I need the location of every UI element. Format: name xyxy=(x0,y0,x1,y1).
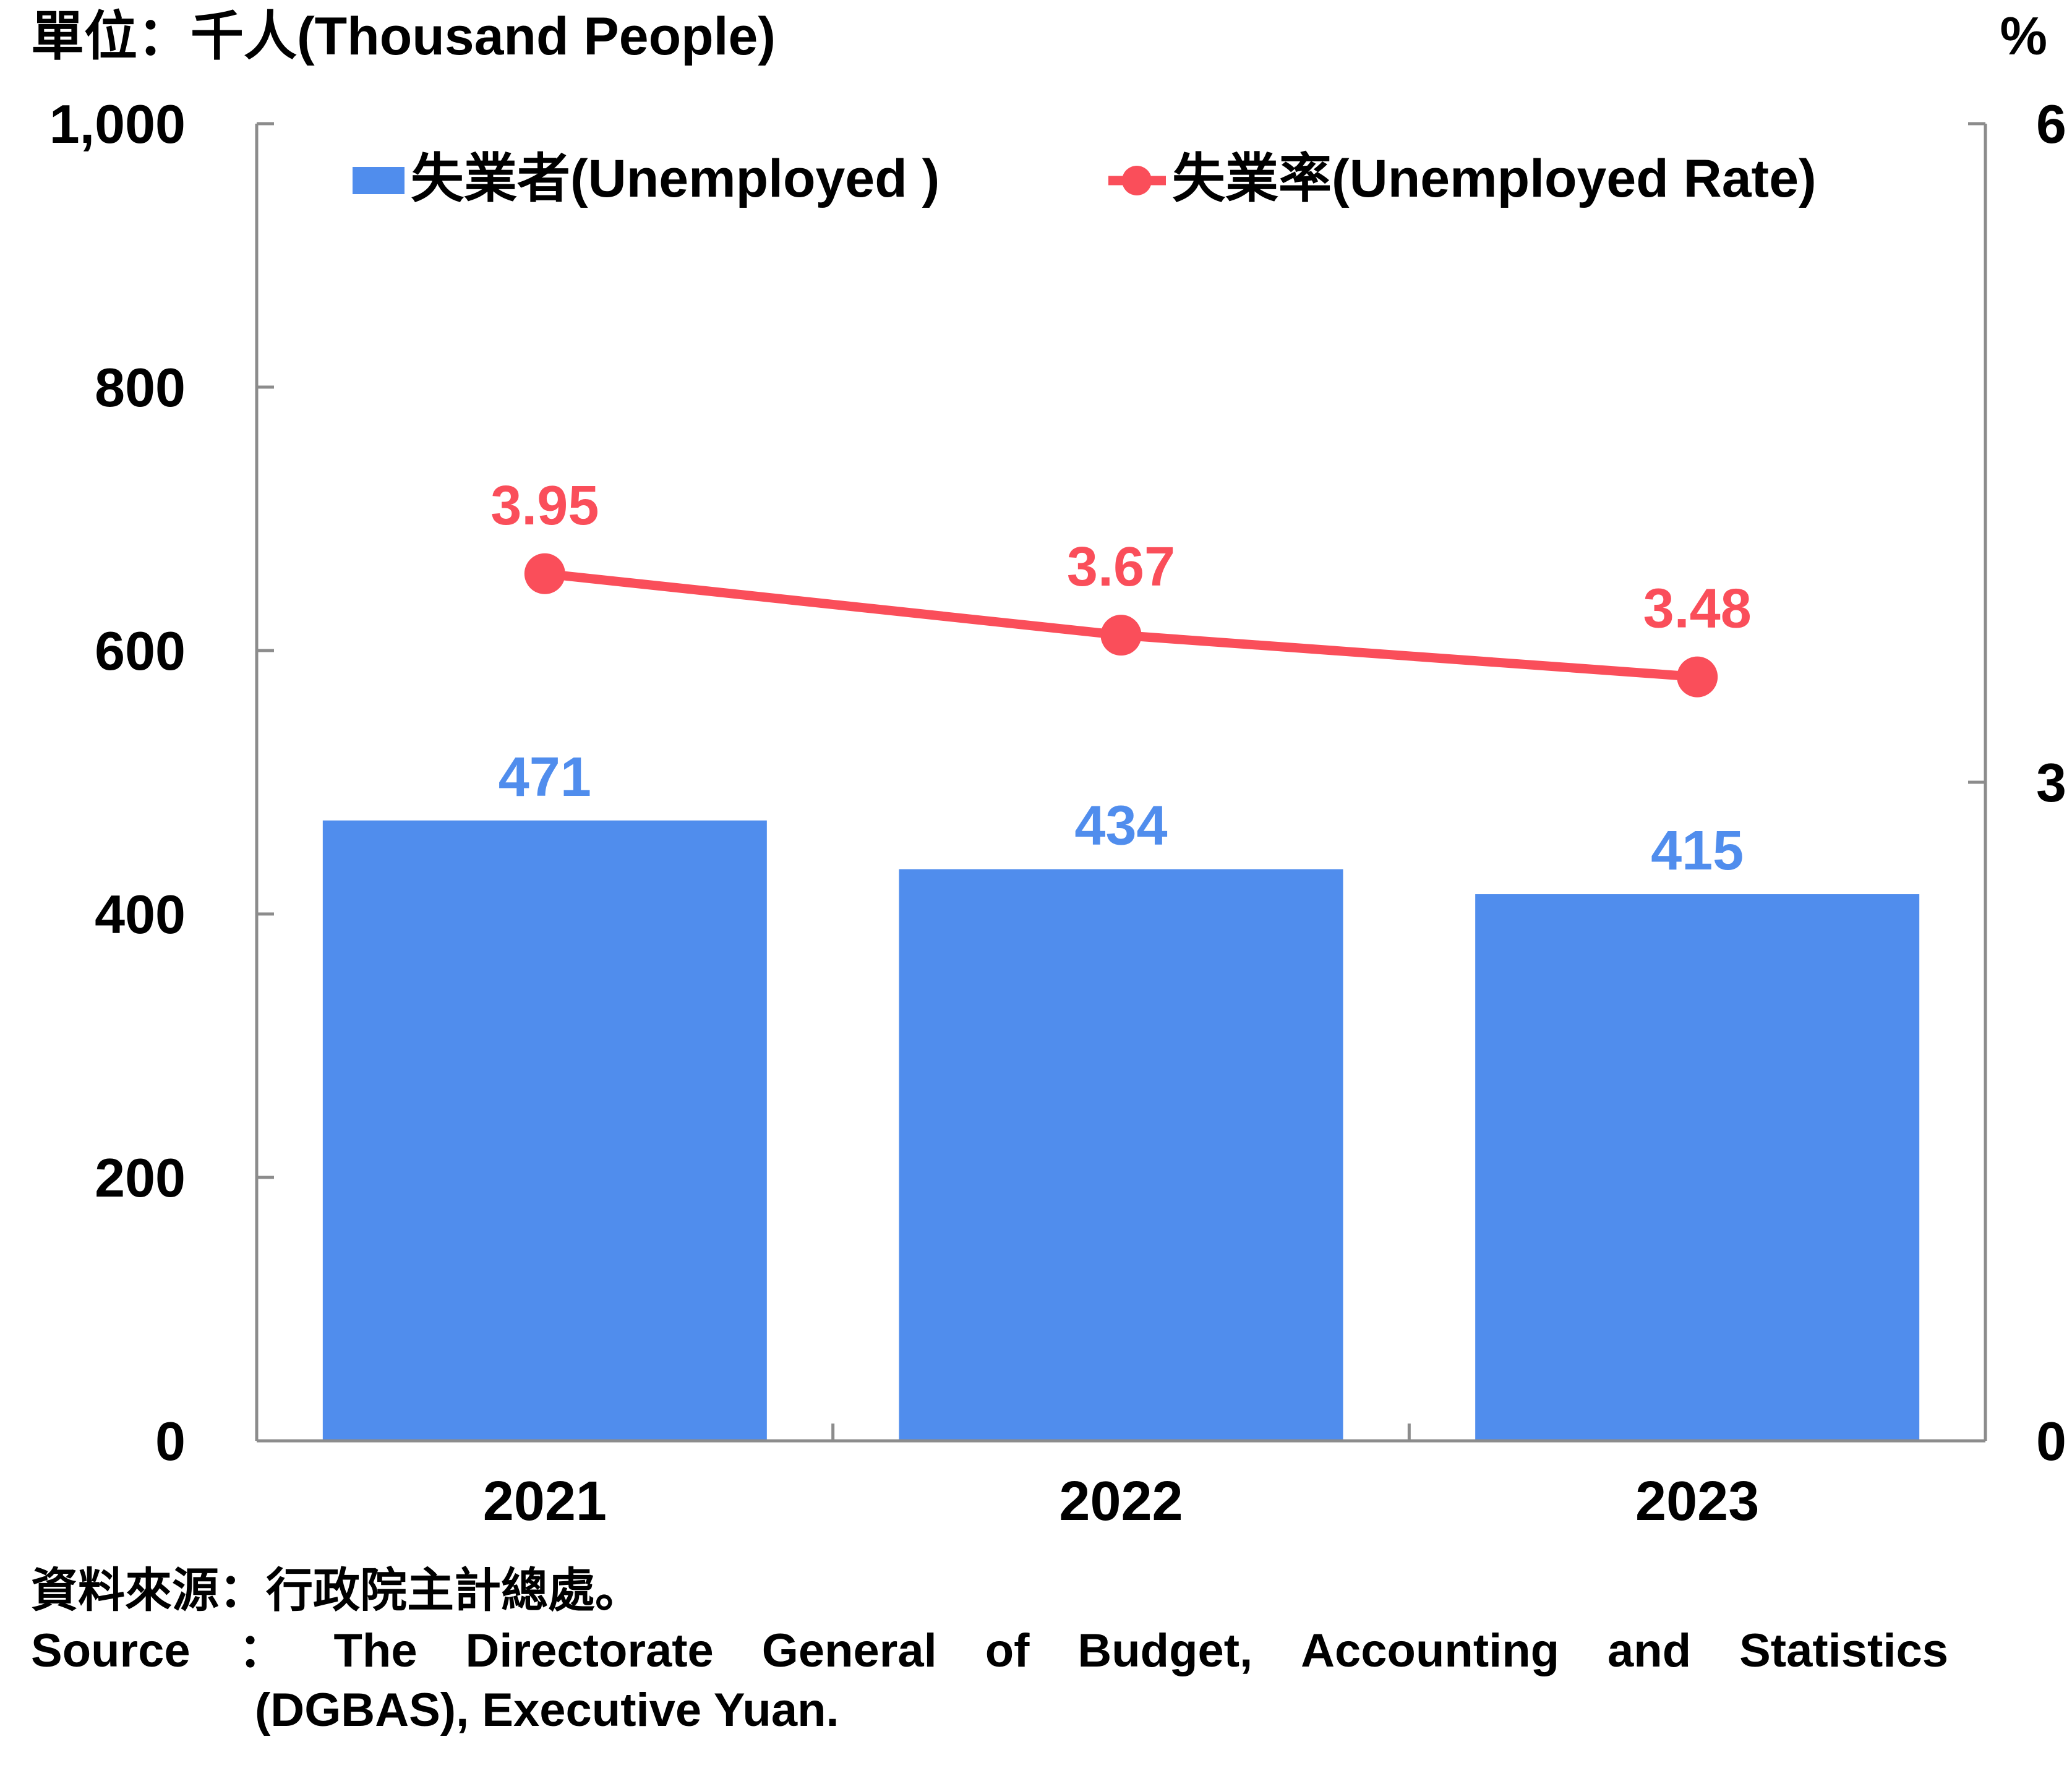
legend: 失業者(Unemployed ) 失業率(Unemployed Rate) xyxy=(353,149,1817,208)
axes xyxy=(255,122,1987,1443)
source-word: and xyxy=(1608,1624,1692,1677)
x-axis-tick-label: 2021 xyxy=(483,1471,607,1532)
right-axis-unit-label: % xyxy=(2000,7,2047,66)
source-en-line2: (DGBAS), Executive Yuan. xyxy=(255,1684,839,1737)
legend-bar-swatch xyxy=(353,167,405,194)
x-axis-tick-label: 2022 xyxy=(1059,1471,1183,1532)
right-axis-tick-label: 6 xyxy=(2036,93,2066,155)
x-axis-tick-label: 2023 xyxy=(1635,1471,1759,1532)
line-series: 3.95 3.67 3.48 xyxy=(490,475,1752,698)
left-axis-tick-label: 400 xyxy=(95,884,186,945)
rate-point xyxy=(1677,656,1718,698)
source-word: Source xyxy=(31,1624,191,1677)
left-axis-unit-label: 單位：千人(Thousand People) xyxy=(31,7,776,66)
rate-point xyxy=(1100,615,1142,656)
bar-value-label: 415 xyxy=(1651,820,1744,882)
right-axis-tick-label: 0 xyxy=(2036,1411,2066,1472)
left-axis-tick-label: 0 xyxy=(155,1411,186,1472)
left-axis-tick-label: 800 xyxy=(95,357,186,418)
right-axis-tick-label: 3 xyxy=(2036,752,2066,813)
rate-value-label: 3.48 xyxy=(1643,578,1752,640)
legend-bar-label: 失業者(Unemployed ) xyxy=(411,149,940,208)
source-zh: 資料來源：行政院主計總處。 xyxy=(31,1565,642,1617)
source-word: Accounting xyxy=(1301,1624,1560,1677)
left-axis-tick-label: 200 xyxy=(95,1147,186,1208)
tick-labels: 0 200 400 600 800 1,000 0 3 6 2021 2022 2023 xyxy=(49,93,2066,1532)
source-note: 資料來源：行政院主計總處。 Source ： The Directorate G… xyxy=(31,1561,1948,1741)
source-word: Budget, xyxy=(1077,1624,1253,1677)
bar-value-label: 471 xyxy=(499,746,591,808)
rate-point xyxy=(524,553,565,594)
source-word: Statistics xyxy=(1739,1624,1948,1677)
left-axis-tick-label: 600 xyxy=(95,620,186,681)
legend-line-marker xyxy=(1122,166,1152,195)
rate-value-label: 3.67 xyxy=(1067,536,1175,598)
source-word: of xyxy=(985,1624,1030,1677)
source-en-line1: Source ： The Directorate General of Budg… xyxy=(31,1621,1948,1681)
source-word: The xyxy=(333,1624,417,1677)
bar-value-label: 434 xyxy=(1074,795,1167,857)
bar xyxy=(899,869,1343,1441)
source-word: ： xyxy=(238,1624,286,1677)
rate-value-label: 3.95 xyxy=(490,475,599,537)
left-axis-tick-label: 1,000 xyxy=(49,93,186,155)
legend-line-label: 失業率(Unemployed Rate) xyxy=(1172,149,1817,208)
bar xyxy=(1475,894,1920,1441)
bar xyxy=(322,820,767,1441)
source-word: General xyxy=(761,1624,937,1677)
bar-series: 471 434 415 xyxy=(322,746,1920,1441)
source-word: Directorate xyxy=(465,1624,714,1677)
